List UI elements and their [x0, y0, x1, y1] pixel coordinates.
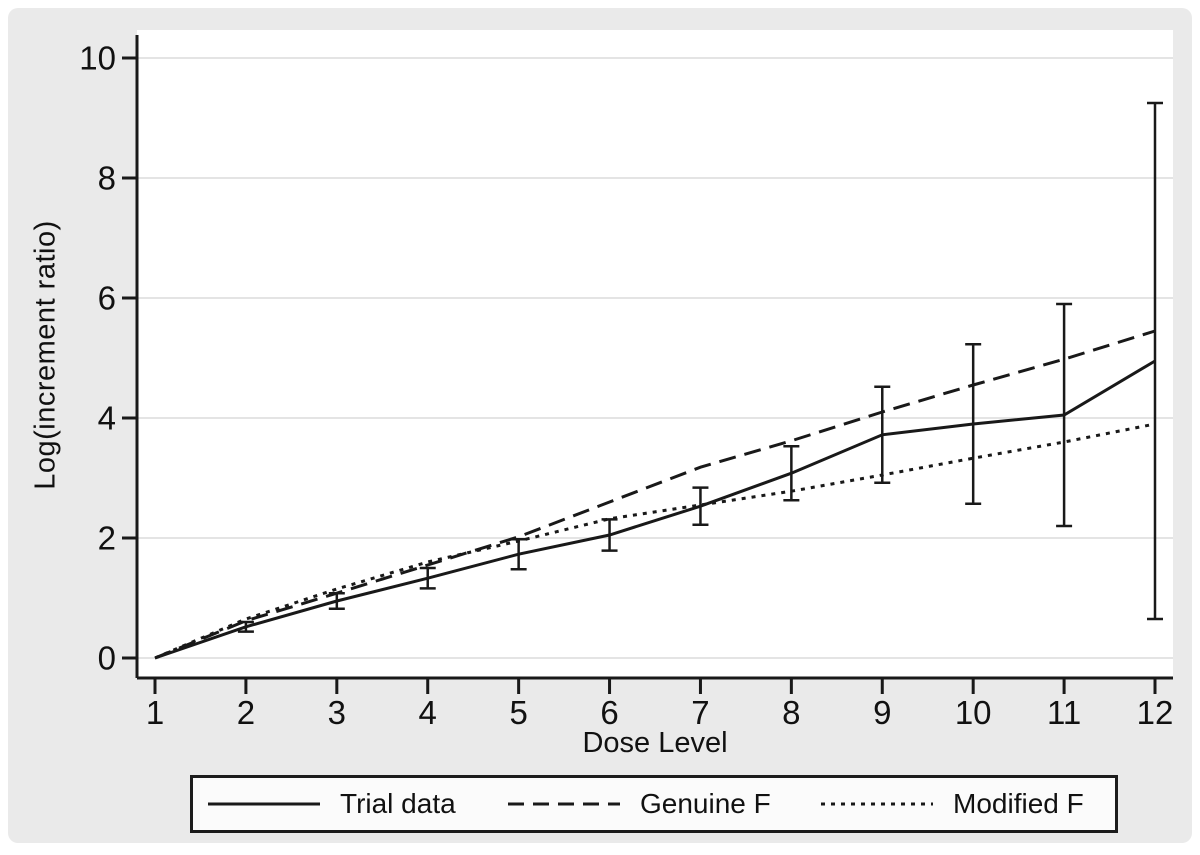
- y-tick-label: 2: [98, 520, 116, 557]
- x-tick-label: 7: [691, 694, 709, 731]
- series-line-solid: [154, 359, 1156, 660]
- x-tick-label: 12: [1137, 694, 1174, 731]
- y-tick-label: 4: [98, 400, 116, 437]
- series-line-dotted: [154, 422, 1156, 660]
- legend-item-trial-data: Trial data: [208, 778, 456, 830]
- y-tick-label: 0: [98, 640, 116, 677]
- x-tick-label: 10: [955, 694, 992, 731]
- legend-sample-dotted-line: [821, 802, 933, 806]
- y-axis-title: Log(increment ratio): [29, 220, 62, 490]
- x-tick-label: 3: [328, 694, 346, 731]
- series-line-dashed: [154, 329, 1156, 660]
- legend-sample-dashed-line: [508, 802, 620, 806]
- y-tick-label: 6: [98, 280, 116, 317]
- legend-sample-solid-line: [208, 802, 320, 806]
- x-tick-label: 5: [509, 694, 527, 731]
- x-tick-label: 4: [419, 694, 437, 731]
- legend: Trial data Genuine F Modified F: [190, 775, 1118, 833]
- y-tick-label: 10: [79, 40, 116, 77]
- x-tick-label: 8: [782, 694, 800, 731]
- plot-area: [137, 30, 1173, 678]
- legend-item-genuine-f: Genuine F: [508, 778, 771, 830]
- x-axis-title: Dose Level: [582, 727, 728, 759]
- legend-label: Genuine F: [640, 788, 771, 819]
- y-tick-label: 8: [98, 160, 116, 197]
- legend-label: Trial data: [340, 788, 456, 819]
- x-tick-label: 11: [1047, 694, 1081, 731]
- x-tick-label: 1: [146, 694, 164, 731]
- x-tick-label: 6: [600, 694, 618, 731]
- x-tick-label: 9: [873, 694, 891, 731]
- x-tick-label: 2: [237, 694, 255, 731]
- legend-item-modified-f: Modified F: [821, 778, 1084, 830]
- legend-label: Modified F: [953, 788, 1084, 819]
